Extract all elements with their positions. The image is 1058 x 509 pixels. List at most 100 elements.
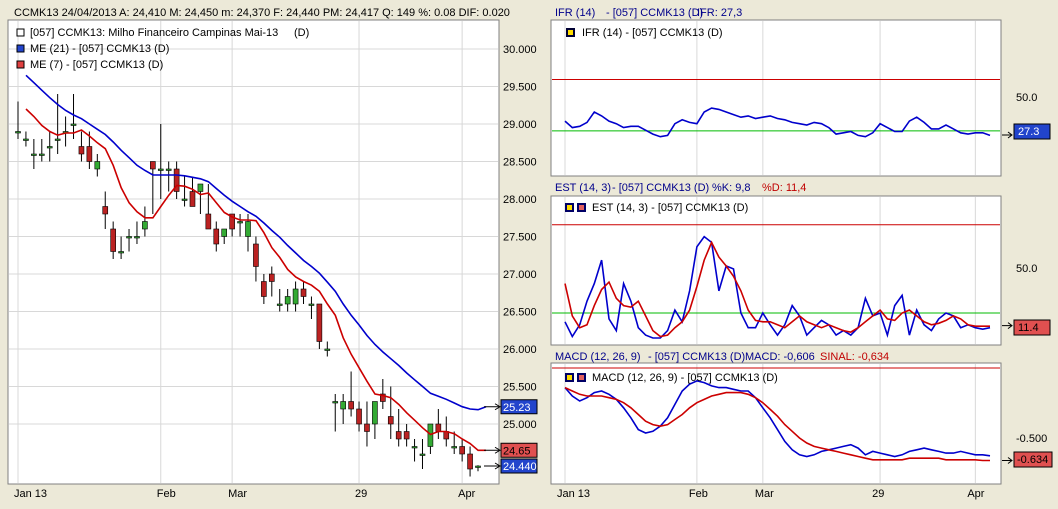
candle-body [467, 453, 473, 470]
x-axis-label-indicator: 29 [872, 488, 884, 500]
x-axis-label-indicator: Mar [755, 488, 774, 500]
main-y-tick-label: 28.500 [503, 157, 537, 169]
est-plot-frame [550, 195, 1002, 346]
est-value-tag: 11.4 [1013, 319, 1051, 336]
candle-body [213, 228, 220, 245]
est-header-rest: - [057] CCMK13 (D) [612, 182, 709, 194]
candle-body [387, 416, 394, 425]
main-y-tick-label: 25.000 [503, 419, 537, 431]
ifr-tag-arrow [1002, 131, 1013, 139]
candle-body [324, 348, 331, 351]
candle-body [94, 161, 101, 170]
macd-header-rest: - [057] CCMK13 (D) [648, 351, 745, 363]
est-k-line [564, 235, 991, 339]
x-axis-label-indicator: Apr [967, 488, 984, 500]
candle-body [411, 446, 418, 449]
candle-body [372, 401, 378, 425]
candle-body [308, 303, 315, 306]
main-y-tick-label: 26.000 [503, 344, 537, 356]
est-d-line [564, 240, 990, 338]
price-tag-arrowhead [494, 462, 501, 470]
main-y-tick-label: 26.500 [503, 307, 537, 319]
candle-body [300, 288, 307, 297]
macd-tag-box [1013, 451, 1053, 468]
candle-body [38, 153, 45, 156]
candle-body [419, 453, 426, 456]
candle-body [245, 221, 251, 237]
price-tag-arrowhead [494, 403, 501, 411]
main-y-tick-label: 28.000 [503, 194, 537, 206]
x-axis-label-main: Feb [157, 488, 176, 500]
macd-signal-line [564, 386, 990, 462]
candle-body [102, 206, 109, 215]
candle-body [126, 236, 132, 239]
est-legend-label: EST (14, 3) - [057] CCMK13 (D) [592, 202, 748, 214]
macd-tick-neg05: -0.500 [1016, 433, 1047, 445]
macd-legend: MACD (12, 26, 9) - [057] CCMK13 (D) [565, 372, 778, 384]
main-y-tick-label: 27.500 [503, 232, 537, 244]
price-tag-text: 25.23 [503, 402, 531, 414]
est-header-d: %D: 11,4 [762, 182, 806, 194]
x-axis-label-main: Jan 13 [14, 488, 47, 500]
candle-body [173, 168, 180, 192]
macd-plot-frame [550, 362, 1002, 485]
x-axis-label-main: Apr [458, 488, 475, 500]
candle-body [31, 153, 37, 156]
macd-value-tag: -0.634 [1013, 451, 1053, 468]
main-legend: [057] CCMK13: Milho Financeiro Campinas … [16, 27, 309, 71]
candle-body [261, 281, 267, 297]
candle-body [15, 131, 21, 134]
ma21-line [25, 74, 487, 411]
candle-body [395, 431, 402, 440]
macd-header-macd: MACD: -0,606 [745, 351, 815, 363]
price-tag-box [500, 399, 538, 415]
candle-body [23, 138, 29, 141]
legend-swatch-est-d [577, 203, 586, 212]
candle-body [253, 243, 259, 267]
candle-body [284, 296, 291, 305]
macd-line [564, 380, 991, 458]
candle-body [451, 446, 458, 449]
candle-body [435, 423, 442, 432]
candle-body [348, 401, 354, 410]
candle-body [110, 228, 116, 252]
est-header-name: EST (14, 3) [555, 182, 611, 194]
main-y-tick-label: 29.000 [503, 119, 537, 131]
legend-price-suffix: (D) [294, 27, 309, 39]
legend-price-label: [057] CCMK13: Milho Financeiro Campinas … [30, 27, 278, 39]
candle-body [142, 221, 148, 230]
main-y-tick-label: 29.500 [503, 82, 537, 94]
main-y-tick-label: 27.000 [503, 269, 537, 281]
candle-body [332, 401, 339, 404]
legend-swatch-me21 [16, 44, 25, 53]
candle-body [86, 146, 93, 162]
est-tag-text: 11.4 [1018, 322, 1039, 334]
ifr-tag-box [1013, 123, 1051, 140]
candle-body [237, 221, 243, 224]
main-y-tick-label: 30.000 [503, 44, 537, 56]
candle-body [150, 161, 156, 170]
main-header: CCMK13 24/04/2013 A: 24,410 M: 24,450 m:… [14, 7, 510, 19]
candle-body [118, 251, 124, 254]
legend-swatch-ifr [566, 28, 575, 37]
legend-swatch-est-k [565, 203, 574, 212]
macd-tag-text: -0.634 [1017, 454, 1048, 466]
legend-me21-label: ME (21) - [057] CCMK13 (D) [30, 43, 169, 55]
legend-swatch-signal [577, 373, 586, 382]
x-axis-label-main: Mar [228, 488, 247, 500]
candle-body [364, 423, 370, 432]
candle-body [268, 273, 275, 282]
main-y-tick-label: 25.500 [503, 382, 537, 394]
legend-swatch-macd [565, 373, 574, 382]
ifr-tag-text: 27.3 [1018, 126, 1039, 138]
candle-body [403, 431, 410, 440]
price-tag-text: 24.440 [503, 461, 537, 473]
ifr-header-value: IFR: 27,3 [697, 7, 742, 19]
candle-body [134, 236, 140, 239]
ma7-line [25, 108, 486, 452]
candle-body [165, 168, 172, 171]
price-tag-box [500, 458, 538, 474]
candle-body [70, 123, 77, 126]
